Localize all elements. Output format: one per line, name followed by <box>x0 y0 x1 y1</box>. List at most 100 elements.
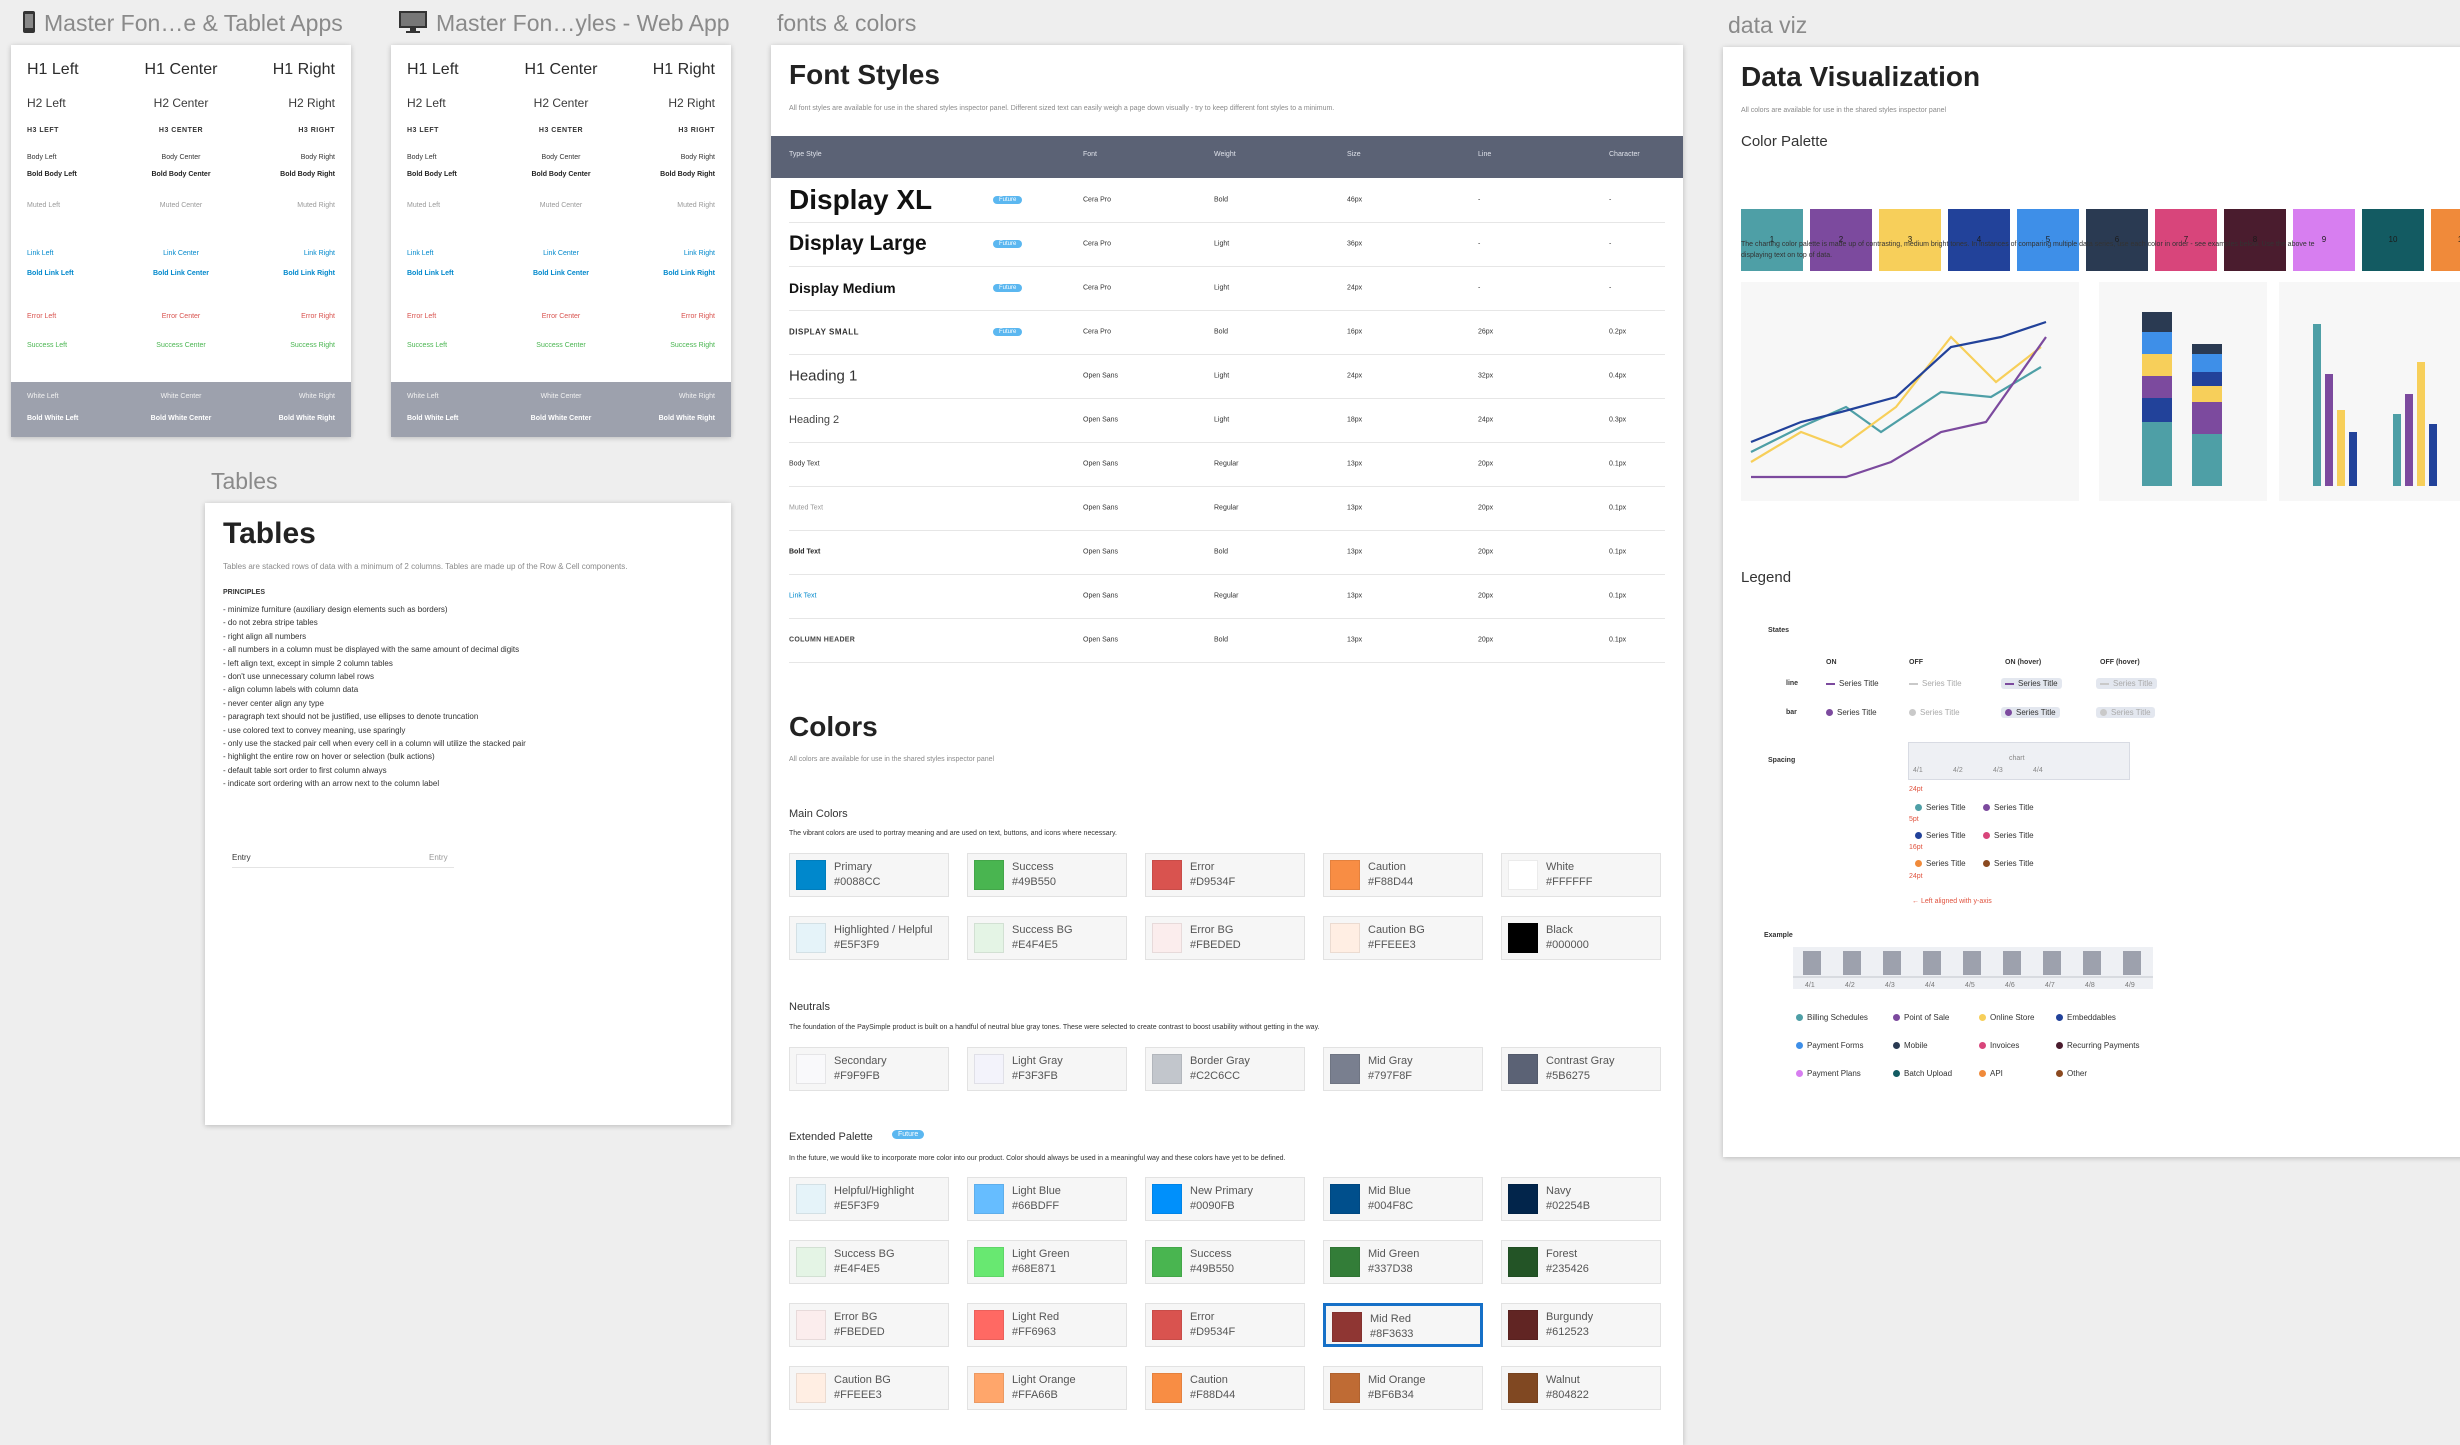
color-swatch-success[interactable]: Success #49B550 <box>1145 1240 1305 1284</box>
font-row-heading-1[interactable]: Heading 1 Open Sans Light 24px 32px 0.4p… <box>789 354 1665 399</box>
example-legend-item[interactable]: Embeddables <box>2056 1013 2116 1022</box>
bold-link-center[interactable]: Bold Link Center <box>152 270 210 277</box>
color-swatch-mid-green[interactable]: Mid Green #337D38 <box>1323 1240 1483 1284</box>
font-row-body-text[interactable]: Body Text Open Sans Regular 13px 20px 0.… <box>789 442 1665 487</box>
color-swatch-light-gray[interactable]: Light Gray #F3F3FB <box>967 1047 1127 1091</box>
link-left[interactable]: Link Left <box>27 250 54 257</box>
color-swatch-light-blue[interactable]: Light Blue #66BDFF <box>967 1177 1127 1221</box>
legend-state-item[interactable]: Series Title <box>1822 678 1883 689</box>
color-swatch-light-red[interactable]: Light Red #FF6963 <box>967 1303 1127 1347</box>
legend-state-item[interactable]: Series Title <box>2001 678 2062 689</box>
example-legend-item[interactable]: Invoices <box>1979 1041 2019 1050</box>
artboard-label-dataviz[interactable]: data viz <box>1728 12 1808 38</box>
fonts-colors-board[interactable]: Font Styles All font styles are availabl… <box>771 45 1683 1445</box>
font-row-display-small[interactable]: DISPLAY SMALL Future Cera Pro Bold 16px … <box>789 310 1665 355</box>
palette-swatch-7[interactable]: 7 <box>2155 209 2217 271</box>
color-swatch-white[interactable]: White #FFFFFF <box>1501 853 1661 897</box>
color-swatch-contrast-gray[interactable]: Contrast Gray #5B6275 <box>1501 1047 1661 1091</box>
link-center[interactable]: Link Center <box>163 250 199 257</box>
color-swatch-border-gray[interactable]: Border Gray #C2C6CC <box>1145 1047 1305 1091</box>
color-swatch-error[interactable]: Error #D9534F <box>1145 853 1305 897</box>
color-swatch-black[interactable]: Black #000000 <box>1501 916 1661 960</box>
color-swatch-caution[interactable]: Caution #F88D44 <box>1145 1366 1305 1410</box>
palette-swatch-3[interactable]: 3 <box>1879 209 1941 271</box>
artboard-label-web[interactable]: Master Fon…yles - Web App <box>398 10 730 40</box>
color-swatch-forest[interactable]: Forest #235426 <box>1501 1240 1661 1284</box>
color-swatch-caution[interactable]: Caution #F88D44 <box>1323 853 1483 897</box>
link-right[interactable]: Link Right <box>303 250 335 257</box>
palette-swatch-9[interactable]: 9 <box>2293 209 2355 271</box>
example-legend-item[interactable]: Online Store <box>1979 1013 2034 1022</box>
tables-board[interactable]: Tables Tables are stacked rows of data w… <box>205 503 731 1125</box>
legend-state-item[interactable]: Series Title <box>1822 707 1881 718</box>
font-row-muted-text[interactable]: Muted Text Open Sans Regular 13px 20px 0… <box>789 486 1665 531</box>
example-legend-item[interactable]: Billing Schedules <box>1796 1013 1868 1022</box>
font-row-heading-2[interactable]: Heading 2 Open Sans Light 18px 24px 0.3p… <box>789 398 1665 443</box>
link-left[interactable]: Link Left <box>407 250 434 257</box>
legend-state-item[interactable]: Series Title <box>2001 707 2060 718</box>
palette-swatch-2[interactable]: 2 <box>1810 209 1872 271</box>
artboard-label-fonts[interactable]: fonts & colors <box>777 10 917 36</box>
bold-link-left[interactable]: Bold Link Left <box>407 270 454 277</box>
example-legend-item[interactable]: Other <box>2056 1069 2087 1078</box>
color-swatch-caution-bg[interactable]: Caution BG #FFEEE3 <box>789 1366 949 1410</box>
font-row-display-large[interactable]: Display Large Future Cera Pro Light 36px… <box>789 222 1665 267</box>
bold-link-right[interactable]: Bold Link Right <box>283 270 335 277</box>
example-legend-item[interactable]: Recurring Payments <box>2056 1041 2139 1050</box>
example-legend-item[interactable]: Payment Plans <box>1796 1069 1861 1078</box>
color-swatch-light-orange[interactable]: Light Orange #FFA66B <box>967 1366 1127 1410</box>
color-swatch-secondary[interactable]: Secondary #F9F9FB <box>789 1047 949 1091</box>
color-swatch-light-green[interactable]: Light Green #68E871 <box>967 1240 1127 1284</box>
link-right[interactable]: Link Right <box>683 250 715 257</box>
color-swatch-mid-red[interactable]: Mid Red #8F3633 <box>1323 1303 1483 1347</box>
font-row-bold-text[interactable]: Bold Text Open Sans Bold 13px 20px 0.1px <box>789 530 1665 575</box>
legend-series-title: Series Title <box>1922 679 1962 688</box>
font-row-column-header[interactable]: COLUMN HEADER Open Sans Bold 13px 20px 0… <box>789 618 1665 663</box>
example-legend-item[interactable]: Point of Sale <box>1893 1013 1949 1022</box>
palette-swatch-5[interactable]: 5 <box>2017 209 2079 271</box>
color-swatch-mid-blue[interactable]: Mid Blue #004F8C <box>1323 1177 1483 1221</box>
color-swatch-error-bg[interactable]: Error BG #FBEDED <box>789 1303 949 1347</box>
color-swatch-success-bg[interactable]: Success BG #E4F4E5 <box>789 1240 949 1284</box>
font-row-display-xl[interactable]: Display XL Future Cera Pro Bold 46px - - <box>789 178 1665 223</box>
palette-swatch-10[interactable]: 10 <box>2362 209 2424 271</box>
color-swatch-caution-bg[interactable]: Caution BG #FFEEE3 <box>1323 916 1483 960</box>
typography-board-phone[interactable]: H1 Left H1 Center H1 Right H2 Left H2 Cente… <box>11 45 351 437</box>
color-swatch-success[interactable]: Success #49B550 <box>967 853 1127 897</box>
palette-swatch-1[interactable]: 1 <box>1741 209 1803 271</box>
font-row-display-medium[interactable]: Display Medium Future Cera Pro Light 24p… <box>789 266 1665 311</box>
font-row-link-text[interactable]: Link Text Open Sans Regular 13px 20px 0.… <box>789 574 1665 619</box>
typography-board-web[interactable]: H1 Left H1 Center H1 Right H2 Left H2 Cente… <box>391 45 731 437</box>
color-swatch-error-bg[interactable]: Error BG #FBEDED <box>1145 916 1305 960</box>
example-legend-item[interactable]: Mobile <box>1893 1041 1928 1050</box>
bold-link-right[interactable]: Bold Link Right <box>663 270 715 277</box>
color-swatch-mid-orange[interactable]: Mid Orange #BF6B34 <box>1323 1366 1483 1410</box>
palette-swatch-6[interactable]: 6 <box>2086 209 2148 271</box>
palette-swatch-4[interactable]: 4 <box>1948 209 2010 271</box>
color-swatch-walnut[interactable]: Walnut #804822 <box>1501 1366 1661 1410</box>
color-swatch-error[interactable]: Error #D9534F <box>1145 1303 1305 1347</box>
color-swatch-helpful-highlight[interactable]: Helpful/Highlight #E5F3F9 <box>789 1177 949 1221</box>
palette-swatch-11[interactable]: 11 <box>2431 209 2460 271</box>
example-legend-item[interactable]: Payment Forms <box>1796 1041 1863 1050</box>
link-center[interactable]: Link Center <box>543 250 579 257</box>
artboard-label-phone[interactable]: Master Fon…e & Tablet Apps <box>22 10 343 40</box>
color-swatch-highlighted-helpful[interactable]: Highlighted / Helpful #E5F3F9 <box>789 916 949 960</box>
legend-state-item[interactable]: Series Title <box>2096 707 2155 718</box>
color-swatch-new-primary[interactable]: New Primary #0090FB <box>1145 1177 1305 1221</box>
color-swatch-success-bg[interactable]: Success BG #E4F4E5 <box>967 916 1127 960</box>
example-legend-item[interactable]: API <box>1979 1069 2003 1078</box>
artboard-label-tables[interactable]: Tables <box>211 468 278 494</box>
legend-state-item[interactable]: Series Title <box>2096 678 2157 689</box>
bold-link-center[interactable]: Bold Link Center <box>532 270 590 277</box>
palette-swatch-8[interactable]: 8 <box>2224 209 2286 271</box>
color-swatch-mid-gray[interactable]: Mid Gray #797F8F <box>1323 1047 1483 1091</box>
legend-state-item[interactable]: Series Title <box>1905 707 1964 718</box>
dataviz-board[interactable]: Data Visualization All colors are availa… <box>1723 47 2460 1157</box>
color-swatch-primary[interactable]: Primary #0088CC <box>789 853 949 897</box>
bold-link-left[interactable]: Bold Link Left <box>27 270 74 277</box>
example-legend-item[interactable]: Batch Upload <box>1893 1069 1952 1078</box>
color-swatch-burgundy[interactable]: Burgundy #612523 <box>1501 1303 1661 1347</box>
legend-state-item[interactable]: Series Title <box>1905 678 1966 689</box>
color-swatch-navy[interactable]: Navy #02254B <box>1501 1177 1661 1221</box>
